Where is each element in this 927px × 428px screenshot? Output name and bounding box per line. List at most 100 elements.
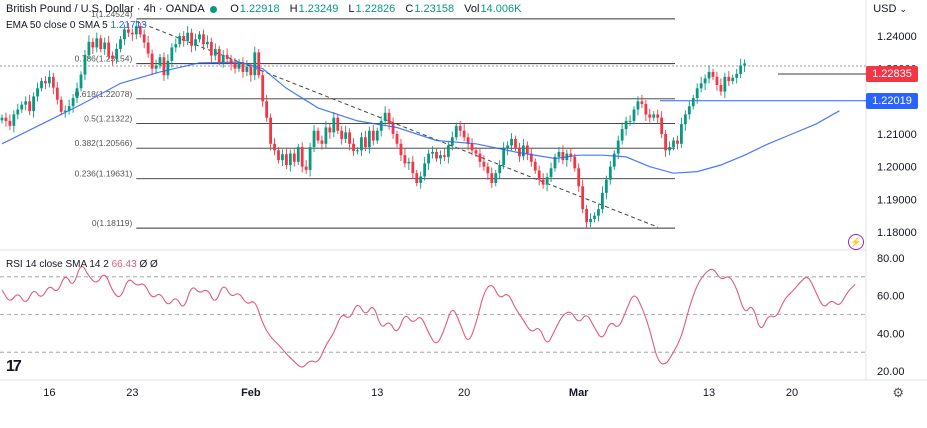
candle-body — [237, 62, 241, 69]
candle-body — [367, 130, 371, 148]
symbol-name[interactable]: British Pound / U.S. Dollar — [6, 3, 134, 15]
fib-level-label: 0.382(1.20566) — [75, 138, 133, 148]
candle-body — [4, 117, 8, 121]
candle-body — [379, 120, 383, 131]
candle-body — [158, 57, 162, 66]
candle-body — [277, 150, 280, 161]
time-tick-label: 13 — [371, 387, 383, 399]
candle-body — [360, 137, 363, 151]
candle-body — [569, 153, 573, 157]
candle-body — [225, 54, 229, 59]
candle-body — [348, 132, 351, 144]
chevron-down-icon: ⌄ — [899, 4, 907, 14]
candle-body — [75, 88, 79, 99]
candle-body — [51, 76, 55, 88]
candle-body — [660, 117, 664, 134]
lightning-icon[interactable]: ⚡ — [848, 234, 864, 250]
candle-body — [648, 114, 652, 118]
candle-body — [683, 114, 687, 125]
candle-body — [190, 32, 193, 46]
market-status-icon — [210, 5, 218, 13]
candle-body — [668, 147, 671, 151]
candle-body — [490, 173, 494, 183]
rsi-label: RSI 14 close SMA 14 2 — [6, 259, 109, 270]
candle-body — [71, 98, 75, 107]
candle-body — [182, 36, 186, 41]
candle-body — [553, 156, 557, 169]
high-value: 1.23249 — [298, 3, 339, 15]
candle-body — [340, 130, 344, 139]
candle-body — [103, 42, 107, 50]
rsi-tick-label: 60.00 — [877, 291, 905, 303]
candle-body — [557, 151, 561, 157]
candle-body — [636, 101, 640, 110]
settings-gear-icon[interactable]: ⚙ — [892, 385, 904, 400]
fib-level-label: 0.5(1.21322) — [84, 113, 132, 123]
rsi-tick-label: 40.00 — [877, 328, 905, 340]
price-tick-label: 1.18000 — [877, 227, 917, 239]
fib-level-label: 0(1.18119) — [92, 218, 133, 228]
candle-body — [415, 173, 419, 183]
close-value: 1.23158 — [414, 3, 455, 15]
candle-body — [703, 78, 707, 84]
candle-body — [624, 120, 628, 130]
tradingview-logo-icon[interactable]: 17 — [6, 358, 22, 375]
currency-selector[interactable]: USD ⌄ — [873, 3, 907, 15]
candle-body — [265, 101, 269, 118]
candle-body — [601, 192, 604, 210]
candle-body — [130, 32, 134, 35]
candle-body — [612, 153, 616, 167]
fib-level-label: 0.236(1.19631) — [75, 169, 133, 179]
ema-label: EMA 50 close 0 SMA 5 — [6, 20, 108, 31]
candle-body — [458, 125, 462, 131]
volume-value: 14.006K — [480, 3, 522, 15]
candle-body — [525, 145, 529, 154]
candle-body — [529, 153, 533, 162]
price-tick-label: 1.24000 — [877, 31, 917, 43]
candle-body — [581, 186, 585, 210]
interval-label[interactable]: 4h — [143, 3, 156, 15]
candle-body — [573, 156, 577, 169]
candle-body — [411, 161, 415, 174]
candle-body — [36, 88, 39, 97]
candle-body — [478, 153, 482, 162]
support-level-badge: 1.22019 — [866, 92, 918, 109]
candle-body — [727, 76, 731, 82]
candle-body — [391, 123, 395, 134]
price-tick-label: 1.21000 — [877, 129, 917, 141]
candle-body — [198, 34, 201, 40]
fib-level-label: 0.618(1.22078) — [75, 89, 133, 99]
candle-body — [541, 179, 545, 185]
candle-body — [233, 63, 237, 69]
candle-body — [20, 104, 24, 110]
candle-body — [419, 176, 423, 183]
candle-body — [711, 71, 715, 77]
rsi-legend[interactable]: RSI 14 close SMA 14 2 66.43 Ø Ø — [6, 259, 158, 270]
candle-body — [395, 134, 399, 144]
candle-body — [206, 41, 209, 45]
ema-legend[interactable]: EMA 50 close 0 SMA 5 1.21713 — [6, 20, 147, 31]
candle-body — [324, 127, 328, 144]
symbol-header: British Pound / U.S. Dollar · 4h · OANDA… — [6, 3, 522, 15]
candle-body — [107, 42, 111, 56]
candle-body — [707, 71, 711, 79]
candle-body — [83, 54, 87, 75]
candle-body — [292, 153, 296, 162]
candle-body — [213, 49, 217, 56]
candle-body — [127, 29, 130, 33]
time-tick-label: 13 — [703, 387, 715, 399]
candle-body — [304, 166, 308, 170]
rsi-tick-label: 20.00 — [877, 366, 905, 378]
candle-body — [170, 47, 174, 61]
fib-level-label: 0.786(1.23154) — [75, 54, 133, 64]
candle-body — [620, 129, 624, 141]
time-tick-label: Feb — [241, 387, 261, 399]
candle-body — [253, 52, 257, 76]
candle-body — [731, 77, 735, 82]
candle-body — [146, 42, 150, 54]
candle-body — [328, 127, 332, 133]
candle-body — [403, 155, 407, 164]
candle-body — [40, 81, 43, 89]
candle-body — [482, 161, 486, 167]
